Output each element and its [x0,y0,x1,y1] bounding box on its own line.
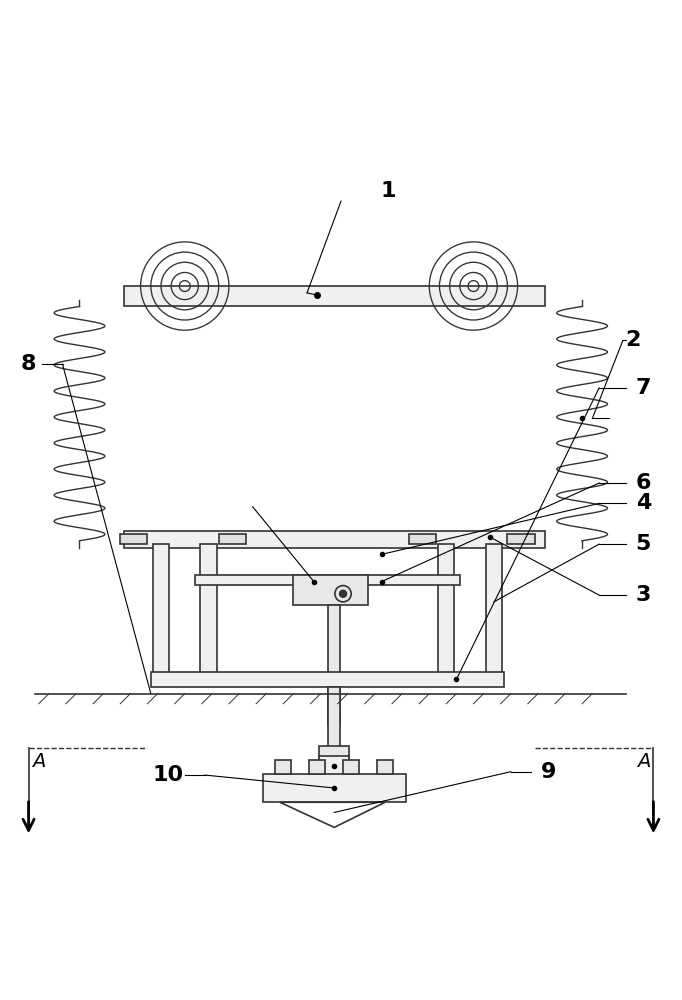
Bar [195,575,460,585]
Bar [120,534,147,544]
Text: 2: 2 [625,330,641,350]
Text: 7: 7 [636,378,651,398]
Bar [328,605,340,724]
Text: 1: 1 [381,181,396,201]
Text: 9: 9 [540,762,556,782]
Bar [219,534,246,544]
Bar [123,286,545,306]
Bar [377,760,394,774]
Bar [123,531,545,548]
Text: 3: 3 [636,585,651,605]
Text: A: A [636,752,650,771]
Text: 5: 5 [636,534,651,554]
Bar [309,760,325,774]
Bar [201,544,217,683]
Bar [343,760,359,774]
Bar [319,756,349,775]
Bar [409,534,436,544]
Text: 10: 10 [152,765,183,785]
Bar [275,760,291,774]
Circle shape [340,590,346,597]
Bar [319,746,349,758]
Bar [263,774,406,802]
Text: 6: 6 [636,473,651,493]
Bar [486,544,502,683]
Bar [151,672,504,687]
Bar [438,544,454,683]
Bar [153,544,169,683]
Polygon shape [280,802,385,827]
Bar [328,687,340,751]
Text: A: A [32,752,46,771]
Bar [507,534,535,544]
Text: 8: 8 [21,354,36,374]
Text: 4: 4 [636,493,651,513]
Bar [293,575,368,605]
